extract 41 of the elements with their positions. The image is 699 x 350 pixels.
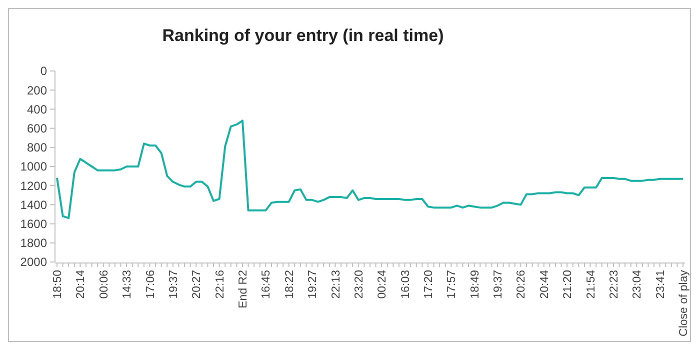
x-tick-label: 00:06 [98,270,110,299]
y-tick-label: 1800 [20,236,48,250]
x-tick-label: 18:49 [469,270,482,299]
x-tick-label: 20:26 [516,270,528,299]
y-tick-label: 2000 [20,255,48,270]
x-tick-label: 17:57 [446,270,458,299]
x-tick-label: 16:45 [260,270,273,299]
x-tick-label: Close of play [678,270,690,336]
x-tick-label: 18:22 [284,270,296,299]
x-tick-label: 20:27 [191,270,204,299]
y-tick-label: 0 [40,64,48,78]
y-tick-label: 1600 [20,217,48,231]
y-tick-label: 200 [26,83,48,98]
x-tick-label: 17:20 [422,270,435,299]
x-tick-label: 21:20 [562,270,574,299]
x-tick-label: 20:44 [538,269,551,299]
y-tick-label: 400 [26,102,48,116]
chart-title: Ranking of your entry (in real time) [162,26,444,45]
x-tick-label: 19:37 [492,270,505,299]
x-tick-label: 21:54 [585,269,598,299]
x-tick-label: 14:33 [122,270,134,299]
y-tick-label: 600 [26,122,48,136]
x-tick-label: 19:37 [168,270,180,299]
x-tick-label: 23:20 [353,270,366,299]
x-tick-label: 22:13 [330,270,342,299]
x-tick-label: 16:03 [400,270,412,299]
x-tick-label: 20:14 [75,269,88,299]
y-tick-label: 800 [26,140,48,155]
y-tick-label: 1000 [20,160,48,174]
x-tick-label: 23:04 [632,269,644,299]
x-tick-label: 23:41 [654,270,667,299]
x-tick-label: 19:27 [307,270,320,299]
y-tick-label: 1400 [20,198,48,212]
x-tick-label: 00:24 [376,269,389,299]
line-series [56,120,684,220]
x-tick-label: 22:16 [214,270,226,299]
x-tick-label: 18:50 [52,270,64,299]
y-tick-label: 1200 [20,178,48,193]
x-tick-label: End R2 [238,270,250,308]
x-tick-label: 22:23 [608,270,620,299]
x-tick-label: 17:06 [144,270,157,299]
